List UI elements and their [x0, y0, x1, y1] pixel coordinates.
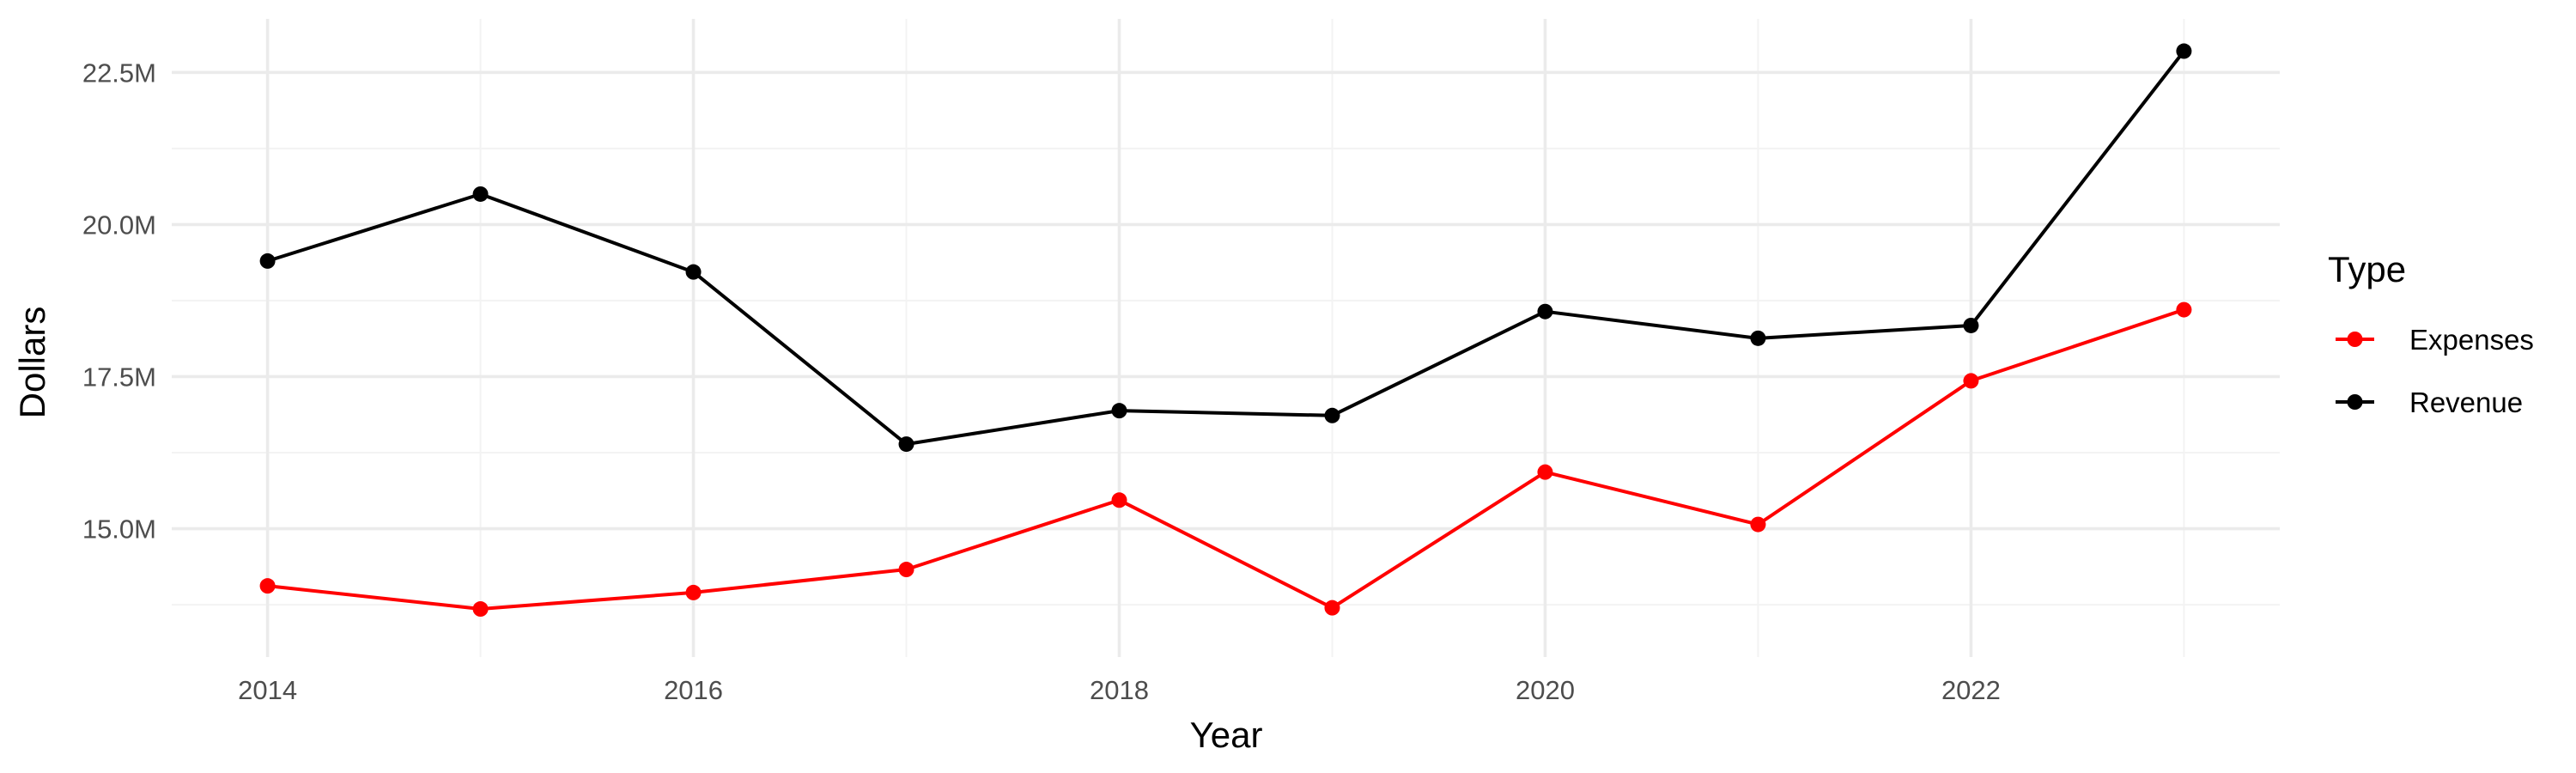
data-point-revenue: [1111, 403, 1127, 419]
y-tick-label: 15.0M: [82, 514, 156, 545]
data-point-revenue: [1963, 317, 1979, 333]
legend: Type Expenses Revenue: [2328, 249, 2534, 418]
x-tick-label: 2020: [1516, 675, 1575, 705]
legend-item-expenses: Expenses: [2336, 324, 2534, 356]
x-axis-ticks: 2014 2016 2018 2020 2022: [238, 675, 2001, 705]
data-point-expenses: [1750, 516, 1766, 533]
legend-key-point: [2347, 394, 2363, 410]
x-tick-label: 2022: [1941, 675, 2001, 705]
data-point-expenses: [472, 601, 489, 618]
x-tick-label: 2016: [664, 675, 723, 705]
series-layer: [259, 43, 2192, 618]
data-point-expenses: [1963, 373, 1979, 389]
legend-item-revenue: Revenue: [2336, 386, 2523, 418]
data-point-expenses: [259, 578, 276, 594]
legend-key-point: [2347, 332, 2363, 347]
legend-items: Expenses Revenue: [2336, 324, 2534, 418]
data-point-revenue: [472, 186, 489, 202]
data-point-revenue: [898, 436, 914, 453]
data-point-revenue: [685, 264, 702, 280]
legend-label: Expenses: [2409, 324, 2534, 356]
data-point-expenses: [898, 562, 914, 578]
x-tick-label: 2014: [238, 675, 297, 705]
data-point-expenses: [1111, 492, 1127, 508]
legend-label: Revenue: [2409, 386, 2523, 418]
y-axis-ticks: 15.0M 17.5M 20.0M 22.5M: [82, 58, 156, 544]
legend-title: Type: [2328, 249, 2406, 289]
series-line-revenue: [267, 50, 2185, 447]
data-point-revenue: [259, 253, 276, 269]
y-tick-label: 17.5M: [82, 362, 156, 392]
data-point-expenses: [685, 584, 702, 600]
data-point-revenue: [1324, 407, 1340, 423]
x-axis-title: Year: [1190, 715, 1263, 755]
series-line-expenses: [267, 307, 2185, 611]
y-tick-label: 20.0M: [82, 210, 156, 240]
data-point-expenses: [1324, 600, 1340, 616]
y-axis-title: Dollars: [12, 307, 52, 419]
x-tick-label: 2018: [1090, 675, 1149, 705]
data-point-revenue: [2176, 43, 2192, 59]
y-tick-label: 22.5M: [82, 58, 156, 88]
data-point-revenue: [1750, 330, 1766, 346]
series-revenue: [259, 43, 2192, 453]
data-point-expenses: [1537, 464, 1553, 480]
series-expenses: [259, 301, 2192, 618]
data-point-revenue: [1537, 303, 1553, 320]
data-point-expenses: [2176, 301, 2192, 318]
